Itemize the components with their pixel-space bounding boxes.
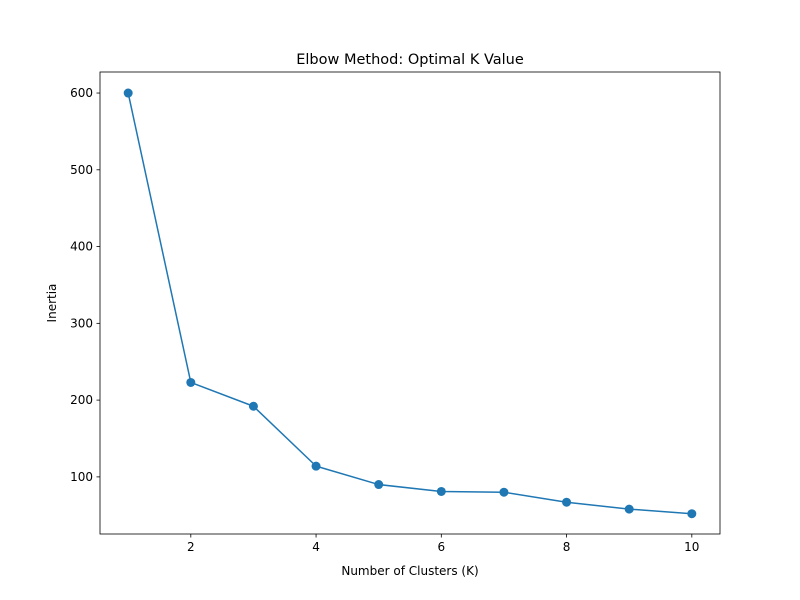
x-tick-label: 10	[684, 540, 699, 554]
x-tick-label: 6	[437, 540, 445, 554]
plot-frame	[99, 71, 721, 535]
plot-area	[100, 72, 720, 534]
y-tick-label: 300	[70, 316, 93, 330]
data-point	[687, 509, 697, 519]
x-tick-label: 4	[312, 540, 320, 554]
y-tick-label: 100	[70, 470, 93, 484]
data-point	[436, 486, 446, 496]
x-tick-label: 2	[187, 540, 195, 554]
data-point	[374, 480, 384, 490]
series-layer	[123, 88, 697, 519]
data-point	[624, 504, 634, 514]
y-axis-label: Inertia	[45, 284, 59, 323]
data-point	[186, 377, 196, 387]
y-tick-label: 500	[70, 163, 93, 177]
data-point	[311, 461, 321, 471]
chart-title: Elbow Method: Optimal K Value	[296, 52, 524, 68]
data-point	[499, 487, 509, 497]
data-point	[562, 497, 572, 507]
y-tick-label: 600	[70, 86, 93, 100]
y-tick-label: 200	[70, 393, 93, 407]
data-point	[248, 401, 258, 411]
x-axis-label: Number of Clusters (K)	[341, 564, 478, 578]
series-line	[127, 92, 692, 515]
x-tick-label: 8	[563, 540, 571, 554]
y-tick-label: 400	[70, 240, 93, 254]
ticks-layer: 2 4 6 8 10 100 200 300 400 500 600	[70, 86, 699, 554]
data-point	[123, 88, 133, 98]
